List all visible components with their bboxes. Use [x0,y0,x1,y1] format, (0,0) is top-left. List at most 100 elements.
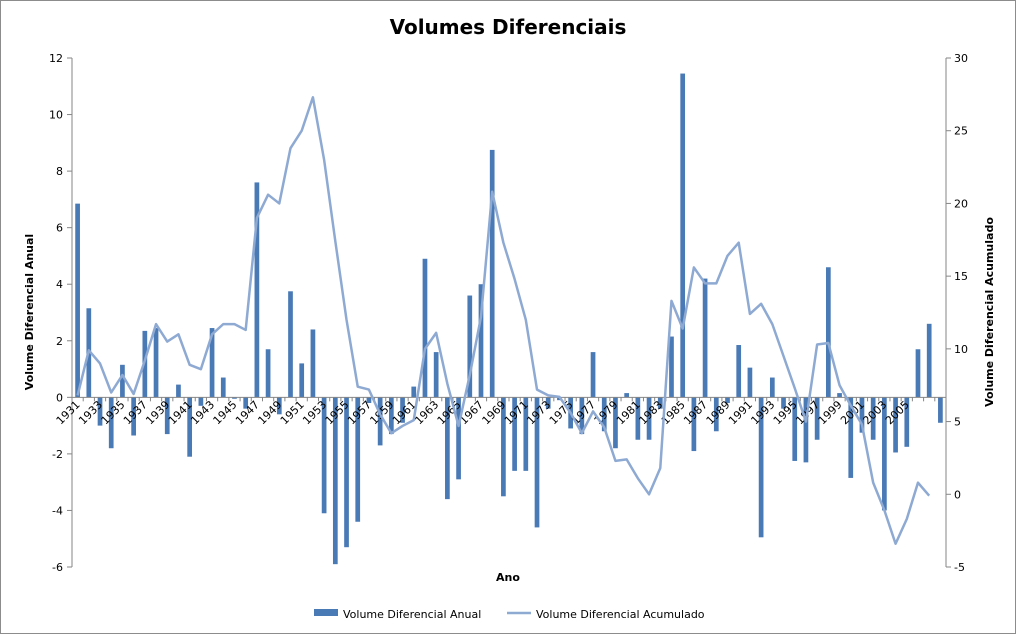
bar-volume-anual [736,345,742,398]
bar-volume-anual [893,397,898,453]
bar-volume-anual [131,397,136,436]
bar-volume-anual [702,278,708,398]
bar-volume-anual [859,397,865,433]
legend-swatch-bar [314,609,338,616]
bar-volume-anual [545,397,551,409]
bar-volume-anual [388,397,394,435]
bar-volume-anual [825,267,831,398]
bar-volume-anual [400,397,405,423]
bar-volume-anual [915,349,921,398]
bar-volume-anual [243,397,249,409]
plot-layer: -6-4-2024681012-505101520253019311933193… [49,52,968,574]
bar-volume-anual [120,364,125,398]
bar-volume-anual [725,397,730,403]
y-axis-left-title: Volume Diferencial Anual [23,234,36,390]
y-right-tick-label: 20 [954,197,968,210]
bar-volume-anual [377,397,383,446]
bar-volume-anual [691,397,697,452]
bar-volume-anual [344,397,349,548]
bar-volume-anual [108,397,114,449]
bar-volume-anual [467,295,473,398]
bar-volume-anual [411,386,417,398]
bar-volume-anual [635,397,641,440]
bar-volume-anual [198,397,204,406]
bar-volume-anual [904,397,910,447]
bar-volume-anual [669,336,674,398]
bar-volume-anual [803,397,809,463]
y-left-tick-label: 0 [56,391,63,404]
bar-volume-anual [422,258,428,398]
bar-volume-anual [680,73,686,398]
bar-volume-anual [938,397,943,423]
bar-volume-anual [299,363,305,398]
y-right-tick-label: 30 [954,52,968,65]
y-left-tick-label: 4 [56,278,63,291]
bar-volume-anual [164,397,170,435]
bar-volume-anual [713,397,719,432]
bar-volume-anual [590,352,596,398]
y-left-tick-label: -2 [52,448,63,461]
bar-volume-anual [478,284,484,398]
bar-volume-anual [512,397,517,471]
bar-volume-anual [276,397,282,415]
y-left-tick-label: 12 [49,52,63,65]
bar-volume-anual [758,397,764,538]
bar-volume-anual [534,397,540,528]
bar-volume-anual [209,328,215,398]
y-axis-right-title: Volume Diferencial Acumulado [983,217,996,407]
y-left-tick-label: -4 [52,504,63,517]
legend: Volume Diferencial Anual Volume Diferenc… [314,608,705,621]
y-right-tick-label: 5 [954,416,961,429]
bar-volume-anual [814,397,820,440]
legend-label-bar: Volume Diferencial Anual [343,608,481,621]
x-tick-label: 1991 [726,398,755,427]
y-left-tick-label: -6 [52,561,63,574]
y-right-tick-label: 10 [954,343,968,356]
bar-volume-anual [882,397,887,511]
bar-volume-anual [646,397,652,440]
bar-volume-anual [769,377,775,398]
legend-label-line: Volume Diferencial Acumulado [536,608,705,621]
bar-volume-anual [613,397,618,449]
bar-volume-anual [601,397,607,432]
bar-volume-anual [321,397,327,514]
x-axis-title: Ano [496,571,520,584]
bar-volume-anual [624,393,630,398]
bar-volume-anual [355,397,361,522]
y-left-tick-label: 10 [49,109,63,122]
y-left-tick-label: 8 [56,165,63,178]
bar-volume-anual [848,397,854,478]
bar-volume-anual [366,397,372,403]
x-tick-label: 1943 [188,398,217,427]
y-right-tick-label: 25 [954,125,968,138]
x-tick-label: 1945 [211,398,240,427]
bar-volume-anual [781,397,786,409]
bar-volume-anual [220,377,226,398]
bar-volume-anual [792,397,798,461]
bar-volume-anual [75,203,80,398]
bar-volume-anual [254,182,260,398]
x-tick-label: 1999 [816,398,845,427]
y-right-tick-label: 15 [954,270,968,283]
bar-volume-anual [579,397,585,435]
bar-volume-anual [310,329,316,398]
bar-volume-anual [332,397,338,565]
bar-volume-anual [489,149,495,398]
chart-title: Volumes Diferenciais [390,15,627,39]
bar-volume-anual [926,323,932,398]
bar-volume-anual [265,349,271,398]
bar-volume-anual [837,393,842,398]
bar-volume-anual [501,397,506,497]
y-left-tick-label: 2 [56,335,63,348]
bar-volume-anual [97,397,103,426]
y-right-tick-label: -5 [954,561,965,574]
x-tick-label: 1947 [233,398,262,427]
bar-volume-anual [153,328,159,398]
bar-volume-anual [523,397,529,471]
bar-volume-anual [187,397,193,457]
bar-volume-anual [456,397,461,480]
bar-volume-anual [747,367,753,398]
bar-volume-anual [445,397,450,500]
y-right-tick-label: 0 [954,488,961,501]
